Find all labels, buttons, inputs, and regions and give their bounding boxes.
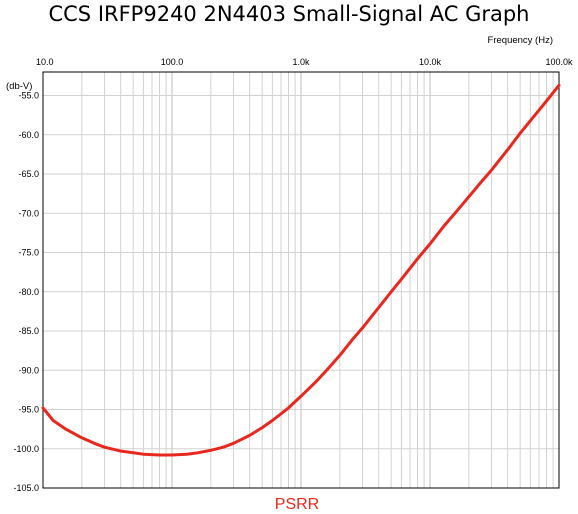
y-axis-title: (db-V)	[6, 81, 32, 92]
grid-layer	[42, 72, 559, 489]
x-tick-label: 100.0	[161, 57, 184, 67]
x-tick-label: 10.0	[36, 57, 54, 67]
y-tick-label: -85.0	[18, 326, 39, 336]
x-axis-title: Frequency (Hz)	[488, 35, 553, 46]
y-tick-labels: -55.0 -60.0 -65.0 -70.0 -75.0 -80.0 -85.0 -90.0…	[13, 91, 39, 493]
legend-label: PSRR	[275, 496, 319, 513]
series-line-psrr	[41, 83, 561, 457]
y-tick-label: -105.0	[13, 483, 39, 493]
x-tick-label: 1.0k	[292, 57, 310, 67]
series-layer	[41, 83, 561, 457]
x-tick-label: 10.0k	[419, 57, 442, 67]
chart-title: CCS IRFP9240 2N4403 Small-Signal AC Grap…	[48, 2, 530, 26]
y-tick-label: -80.0	[18, 287, 39, 297]
y-tick-label: -90.0	[18, 365, 39, 375]
y-tick-label: -60.0	[18, 130, 39, 140]
x-tick-labels: 10.0 100.0 1.0k 10.0k 100.0k	[36, 57, 573, 67]
y-tick-label: -100.0	[13, 444, 39, 454]
y-tick-label: -70.0	[18, 208, 39, 218]
legend: PSRR	[275, 496, 319, 513]
x-tick-label: 100.0k	[545, 57, 573, 67]
plot-frame	[42, 71, 560, 489]
y-tick-label: -75.0	[18, 248, 39, 258]
y-tick-label: -55.0	[18, 91, 39, 101]
y-tick-label: -65.0	[18, 169, 39, 179]
y-tick-label: -95.0	[18, 405, 39, 415]
